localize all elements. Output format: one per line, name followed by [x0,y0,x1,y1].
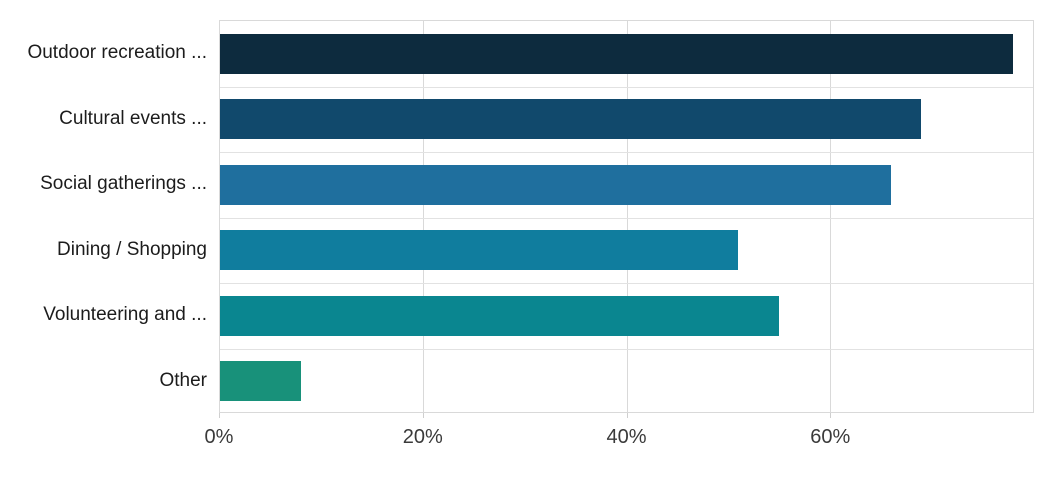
category-axis: Outdoor recreation ... Cultural events ..… [0,20,207,413]
vertical-gridline [829,21,831,412]
bar [220,99,922,139]
horizontal-gridline [220,349,1033,350]
x-tick-mark [626,413,628,418]
vertical-gridline [423,21,425,412]
bar [220,361,302,401]
category-label: Volunteering and ... [43,303,207,325]
x-tick-label: 60% [810,426,851,448]
horizontal-gridline [220,283,1033,284]
x-tick-mark [830,413,832,418]
bar [220,230,739,270]
x-tick-label: 0% [204,426,234,448]
plot-area [219,20,1034,413]
x-tick-label: 40% [606,426,647,448]
vertical-gridline [626,21,628,412]
x-tick-mark [422,413,424,418]
category-label: Outdoor recreation ... [27,41,207,63]
horizontal-gridline [220,87,1033,88]
category-label: Cultural events ... [59,107,207,129]
x-tick-label: 20% [402,426,443,448]
bar [220,296,779,336]
bar [220,165,891,205]
horizontal-gridline [220,218,1033,219]
category-label: Social gatherings ... [40,172,207,194]
category-label: Other [159,369,207,391]
bar [220,34,1013,74]
x-tick-mark [219,413,220,418]
horizontal-gridline [220,152,1033,153]
category-label: Dining / Shopping [57,238,207,260]
